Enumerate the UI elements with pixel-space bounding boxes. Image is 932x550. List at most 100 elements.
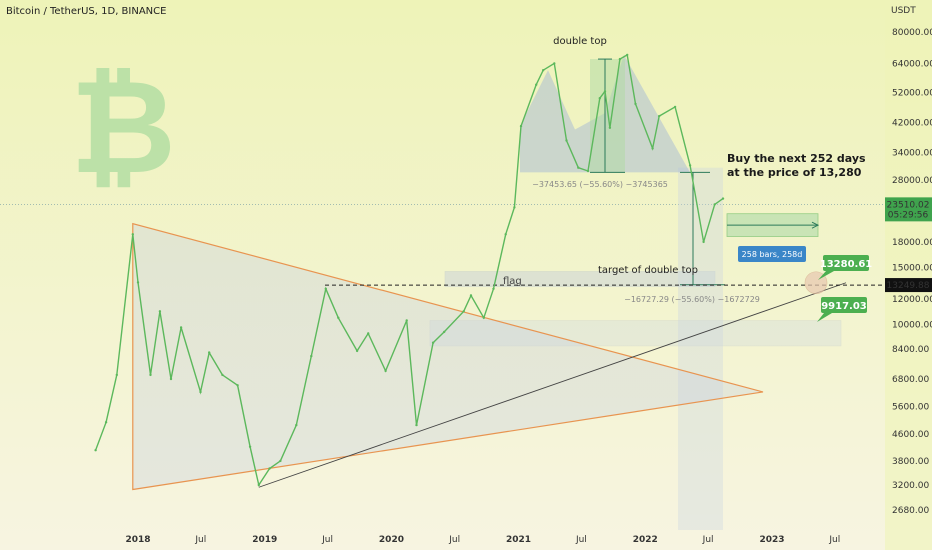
price-point [618, 57, 622, 61]
price-point [542, 69, 545, 72]
price-axis-unit: USDT [891, 6, 916, 16]
callout-upper-text: 13280.61 [820, 259, 873, 270]
bars-badge: 258 bars, 258d [738, 246, 806, 262]
trend-line [258, 282, 847, 488]
symmetrical-triangle [132, 222, 764, 491]
price-tick: 5600.00 [892, 402, 929, 412]
price-point [577, 166, 580, 169]
price-point [179, 326, 183, 329]
last-price-badge [885, 197, 932, 222]
callout-upper-tail [818, 271, 834, 280]
price-point [713, 203, 716, 206]
price-point [443, 330, 446, 334]
price-point [519, 124, 523, 128]
price-point [492, 287, 495, 290]
target-label: target of double top [598, 265, 698, 276]
price-point [355, 349, 359, 353]
price-point [94, 449, 97, 452]
price-point [158, 310, 162, 313]
price-point [673, 105, 677, 109]
price-point [337, 316, 340, 319]
callout-lower-text: 9917.03 [821, 301, 867, 312]
price-point [626, 53, 629, 57]
time-tick: Jul [575, 535, 587, 545]
price-tick: 3800.00 [892, 457, 929, 467]
price-point [535, 83, 538, 86]
support-zone [429, 320, 842, 347]
time-tick: 2023 [759, 535, 784, 545]
price-point [702, 240, 705, 244]
measure-bottom-label: −16727.29 (−55.60%) −1672729 [624, 295, 760, 304]
time-tick: 2018 [125, 535, 150, 545]
price-tick: 4600.00 [892, 430, 929, 440]
price-point [136, 281, 140, 284]
price-point [658, 114, 661, 118]
price-point [721, 197, 725, 200]
price-point [586, 169, 590, 173]
price-point [405, 319, 408, 322]
price-tick: 10000.00 [892, 321, 932, 331]
price-point [598, 97, 601, 100]
price-tick: 3200.00 [892, 481, 929, 491]
bitcoin-logo-icon: ₿ [70, 51, 176, 203]
callout-lower-bg [821, 297, 867, 313]
price-tick: 52000.00 [892, 89, 932, 99]
flag-label: flag [503, 276, 522, 287]
callout-lower: 9917.03 [817, 297, 867, 322]
price-point [310, 354, 313, 358]
price-point [462, 310, 465, 313]
price-axis-panel [885, 0, 932, 550]
time-tick: 2020 [379, 535, 404, 545]
price-point [415, 423, 418, 427]
price-tick: 8400.00 [892, 345, 929, 355]
price-point [384, 369, 387, 373]
price-point [688, 164, 692, 167]
price-point [565, 139, 568, 142]
price-point [431, 341, 435, 344]
time-tick: Jul [194, 535, 206, 545]
price-point [279, 459, 282, 463]
double-top-label: double top [553, 36, 607, 47]
buy-note-line-2: at the price of 13,280 [727, 166, 862, 179]
price-point [295, 423, 298, 427]
bars-badge-text: 258 bars, 258d [742, 250, 803, 259]
price-point [367, 332, 370, 335]
time-tick: 2022 [633, 535, 658, 545]
price-tick: 80000.00 [892, 28, 932, 38]
callout-lower-tail [817, 313, 832, 322]
price-point [553, 62, 556, 65]
double-top-range [590, 59, 625, 173]
price-tick: 42000.00 [892, 119, 932, 129]
price-point [257, 483, 260, 487]
price-point [608, 126, 612, 129]
price-point [651, 147, 654, 150]
callout-upper: 13280.61 [818, 255, 872, 280]
price-point [131, 233, 134, 236]
price-point [221, 373, 224, 377]
time-tick: Jul [321, 535, 333, 545]
bars-badge-bg [738, 246, 806, 262]
price-tick: 64000.00 [892, 59, 932, 69]
price-tick: 28000.00 [892, 176, 932, 186]
last-price-tick: 23510.02 [887, 200, 930, 210]
price-point [324, 287, 327, 290]
price-point [199, 390, 202, 394]
price-point [248, 445, 252, 448]
price-tick: 18000.00 [892, 238, 932, 248]
time-tick: Jul [448, 535, 460, 545]
price-point [504, 233, 507, 236]
time-tick: Jul [828, 535, 840, 545]
buy-note-line-1: Buy the next 252 days [727, 152, 866, 165]
marker-price-badge [885, 278, 932, 293]
time-tick: Jul [702, 535, 714, 545]
price-point [169, 377, 173, 381]
price-point [634, 102, 637, 106]
price-line [94, 53, 724, 487]
time-tick: 2019 [252, 535, 277, 545]
price-point [513, 206, 516, 209]
price-point [104, 421, 108, 424]
marker-price-tick: 13249.88 [887, 281, 930, 291]
